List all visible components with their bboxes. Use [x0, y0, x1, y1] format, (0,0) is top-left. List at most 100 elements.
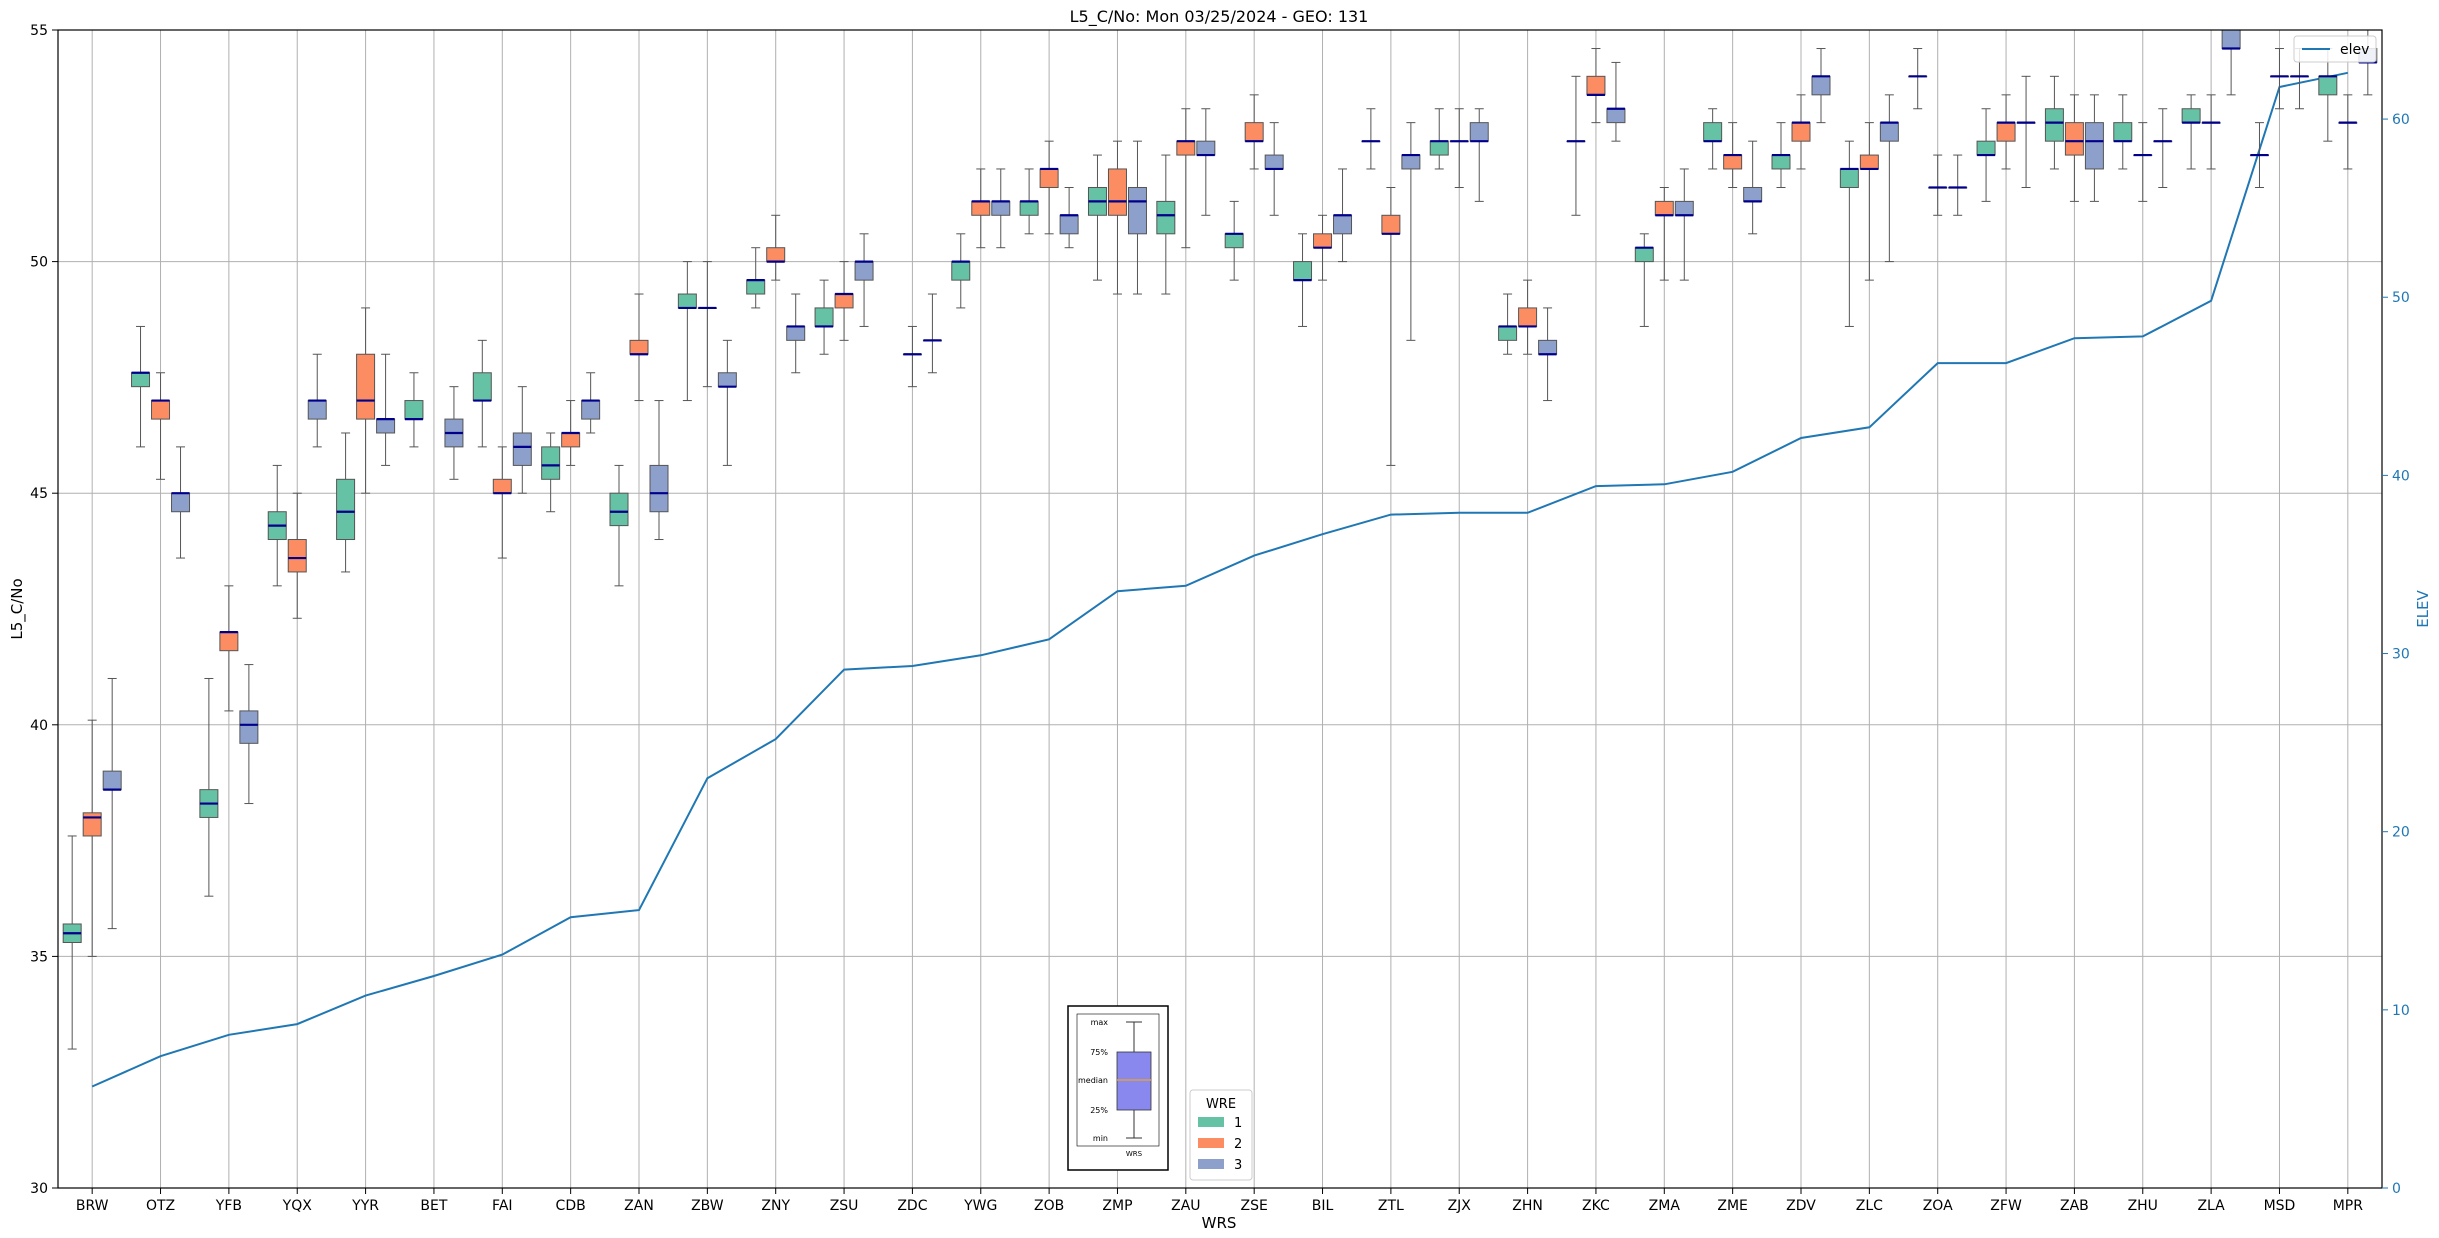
y2-tick-label: 10: [2392, 1003, 2410, 1019]
box-iqr: [356, 353, 376, 420]
box-ZFW-wre2: [1996, 94, 2016, 170]
box-iqr: [1244, 122, 1264, 142]
box-iqr: [2221, 29, 2241, 50]
x-tick-label: FAI: [492, 1198, 512, 1214]
box-ZBW-wre1: [677, 261, 697, 402]
y2-tick-label: 0: [2392, 1181, 2401, 1197]
box-ZMA-wre1: [1634, 233, 1654, 327]
box-CDB-wre3: [581, 372, 601, 434]
box-iqr: [219, 631, 239, 652]
x-tick-label: ZHU: [2128, 1198, 2158, 1214]
y-tick-label: 30: [30, 1181, 48, 1197]
box-BRW-wre1: [62, 835, 82, 1050]
y-tick-label: 50: [30, 255, 48, 271]
box-ZHU-wre1: [2113, 94, 2133, 170]
x-tick-label: MSD: [2264, 1198, 2296, 1214]
box-iqr: [1127, 186, 1147, 235]
box-iqr: [991, 200, 1011, 216]
box-YFB-wre1: [199, 677, 219, 897]
box-OTZ-wre1: [131, 325, 151, 448]
box-ZSU-wre2: [834, 261, 854, 341]
box-ZME-wre2: [1723, 122, 1743, 188]
x-tick-label: ZTL: [1378, 1198, 1404, 1214]
x-tick-label: ZOB: [1034, 1198, 1064, 1214]
chart-title: L5_C/No: Mon 03/25/2024 - GEO: 131: [1070, 7, 1369, 27]
box-CDB-wre2: [561, 400, 581, 466]
box-iqr: [1039, 168, 1059, 188]
box-YFB-wre3: [239, 664, 259, 805]
y-tick-label: 35: [30, 949, 48, 965]
box-iqr: [287, 539, 307, 573]
box-ZJX-wre1: [1429, 108, 1449, 170]
box-YWG-wre1: [951, 233, 971, 309]
box-ZOB-wre3: [1059, 186, 1079, 249]
grid-lines: [58, 29, 2382, 1189]
box-iqr: [376, 418, 396, 434]
box-ZAN-wre2: [629, 293, 649, 402]
box-FAI-wre3: [512, 386, 532, 494]
x-tick-label: YYR: [351, 1198, 379, 1214]
y-axis-left: 30 35 40 45 50 55: [30, 23, 58, 1197]
wre-legend-swatch-2: [1198, 1138, 1224, 1148]
box-iqr: [512, 432, 532, 466]
box-ZAB-wre2: [2064, 94, 2084, 202]
box-ZSU-wre3: [854, 233, 874, 327]
box-iqr: [1996, 122, 2016, 142]
box-iqr: [1586, 75, 1606, 96]
box-OTZ-wre3: [171, 446, 191, 559]
x-tick-label: CDB: [556, 1198, 586, 1214]
key-label-max: max: [1091, 1018, 1109, 1027]
x-tick-label: ZLC: [1856, 1198, 1883, 1214]
box-ZFW-wre1: [1976, 108, 1996, 202]
box-YQX-wre1: [267, 464, 287, 587]
x-tick-label: ZSU: [830, 1198, 859, 1214]
x-tick-label: ZLA: [2197, 1198, 2225, 1214]
box-iqr: [1606, 108, 1626, 124]
box-iqr: [609, 492, 629, 527]
box-ZOB-wre1: [1019, 168, 1039, 235]
key-xlabel: WRS: [1126, 1150, 1143, 1158]
box-ZLC-wre3: [1879, 94, 1899, 263]
wre-legend-swatch-1: [1198, 1117, 1224, 1127]
box-BIL-wre1: [1293, 233, 1313, 327]
x-tick-label: ZKC: [1582, 1198, 1610, 1214]
x-tick-label: ZNY: [761, 1198, 790, 1214]
box-ZOA-wre1: [1908, 48, 1928, 110]
box-ZOA-wre2: [1928, 154, 1948, 216]
key-label-q3: 75%: [1090, 1048, 1108, 1057]
box-ZSE-wre3: [1264, 122, 1284, 216]
box-ZAN-wre3: [649, 400, 669, 541]
box-ZLC-wre2: [1859, 122, 1879, 281]
box-iqr: [1634, 247, 1654, 263]
y-axis-right: 0 10 20 30 40 50 60: [2382, 112, 2410, 1197]
box-iqr: [1156, 200, 1176, 235]
wre-legend-label-3: 3: [1234, 1158, 1242, 1173]
y2-tick-label: 40: [2392, 468, 2410, 484]
box-MSD-wre1: [2249, 122, 2269, 188]
elev-legend-label: elev: [2340, 42, 2369, 58]
box-iqr: [1293, 261, 1313, 281]
x-tick-label: ZMA: [1649, 1198, 1681, 1214]
box-ZJX-wre3: [1469, 108, 1489, 202]
box-iqr: [629, 339, 649, 355]
box-ZAB-wre1: [2044, 75, 2064, 170]
box-plot-layer: [62, 29, 2378, 1050]
x-tick-label: ZDV: [1786, 1198, 1816, 1214]
box-YFB-wre2: [219, 585, 239, 712]
box-OTZ-wre2: [151, 372, 171, 480]
box-iqr: [404, 400, 424, 420]
box-iqr: [472, 372, 492, 402]
box-iqr: [766, 247, 786, 263]
box-FAI-wre1: [472, 339, 492, 448]
box-iqr: [814, 307, 834, 327]
box-iqr: [854, 261, 874, 281]
y-tick-label: 55: [30, 23, 48, 39]
box-iqr: [1976, 140, 1996, 156]
box-iqr: [2318, 75, 2338, 96]
box-YYR-wre3: [376, 353, 396, 466]
box-ZLA-wre1: [2181, 94, 2201, 170]
y2-tick-label: 30: [2392, 647, 2410, 663]
x-tick-label: ZME: [1717, 1198, 1748, 1214]
key-label-q1: 25%: [1090, 1106, 1108, 1115]
